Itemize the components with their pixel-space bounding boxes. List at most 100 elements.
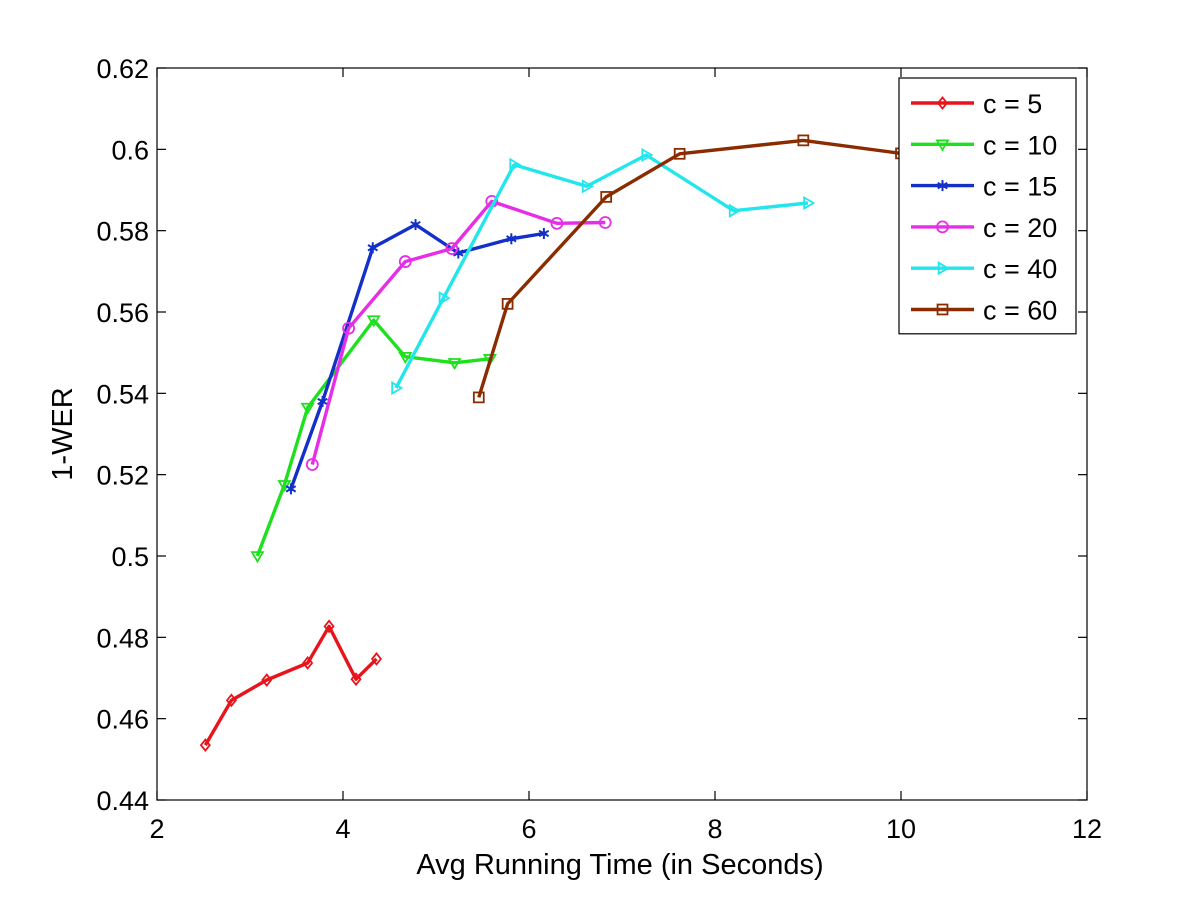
data-point-c-60 xyxy=(797,134,810,147)
series-line-c-10 xyxy=(255,318,491,557)
legend: c = 5 c = 10 c = 15 c = 20 c = 40 c = 60 xyxy=(898,77,1077,335)
series-c-40 xyxy=(391,147,816,396)
y-tick-label: 0.56 xyxy=(96,298,149,328)
data-point-c-5 xyxy=(261,673,273,687)
data-point-c-40 xyxy=(803,195,816,211)
marker-center xyxy=(508,236,514,242)
series-line-c-5 xyxy=(203,624,378,746)
data-point-c-10 xyxy=(398,351,413,365)
legend-label: c = 5 xyxy=(983,89,1042,119)
legend-item-c-5: c = 5 xyxy=(911,89,1042,119)
y-axis-label: 1-WER xyxy=(47,387,79,480)
data-point-c-5 xyxy=(302,656,314,670)
series-line-c-60 xyxy=(477,138,902,398)
legend-item-c-20: c = 20 xyxy=(911,213,1057,243)
data-point-c-5 xyxy=(225,693,237,708)
data-point-c-20 xyxy=(598,216,612,229)
data-point-c-40 xyxy=(581,179,594,194)
legend-swatch-marker xyxy=(936,96,949,110)
plot-area-border xyxy=(156,67,1088,801)
x-tick-label: 6 xyxy=(521,814,536,844)
legend-swatch-marker xyxy=(936,303,949,316)
data-point-c-15 xyxy=(285,483,297,495)
legend-swatch-marker xyxy=(937,180,948,192)
legend-item-c-60: c = 60 xyxy=(911,296,1057,326)
plot-frame xyxy=(156,67,1088,801)
legend-label: c = 60 xyxy=(983,296,1057,326)
series-c-15 xyxy=(285,219,550,495)
marker-center xyxy=(320,398,326,404)
data-point-c-40 xyxy=(509,157,522,172)
legend-label: c = 40 xyxy=(983,254,1057,284)
data-point-c-40 xyxy=(728,203,741,218)
data-point-c-20 xyxy=(445,242,459,255)
marker-center xyxy=(413,222,419,228)
marker-center xyxy=(541,231,547,237)
data-point-c-60 xyxy=(600,191,613,203)
series-c-5 xyxy=(199,619,383,753)
data-point-c-60 xyxy=(472,391,485,404)
data-point-c-20 xyxy=(398,255,412,268)
data-point-c-10 xyxy=(366,315,381,328)
legend-swatch-marker xyxy=(937,261,950,276)
legend-label: c = 20 xyxy=(983,213,1057,243)
data-point-c-15 xyxy=(410,219,421,231)
data-point-c-15 xyxy=(453,247,464,259)
y-tick-label: 0.46 xyxy=(96,705,149,735)
data-point-c-60 xyxy=(673,147,686,160)
series-c-60 xyxy=(472,134,907,404)
y-tick-label: 0.6 xyxy=(111,135,149,165)
legend-item-c-40: c = 40 xyxy=(911,254,1057,284)
data-point-c-10 xyxy=(300,402,315,415)
data-point-c-15 xyxy=(367,242,379,254)
series-c-20 xyxy=(305,194,612,471)
y-tick-label: 0.58 xyxy=(96,217,149,247)
series-c-10 xyxy=(250,315,498,564)
data-point-c-40 xyxy=(438,291,451,306)
data-point-c-10 xyxy=(482,354,498,367)
legend-label: c = 15 xyxy=(983,172,1057,202)
series-line-c-20 xyxy=(310,199,606,465)
marker-center xyxy=(288,486,294,492)
legend-item-c-10: c = 10 xyxy=(911,130,1057,160)
x-tick-label: 8 xyxy=(707,814,722,844)
data-point-c-40 xyxy=(641,147,654,163)
x-tick-label: 4 xyxy=(335,814,350,844)
data-point-c-10 xyxy=(447,358,462,371)
marker-center xyxy=(370,245,376,251)
x-tick-label: 10 xyxy=(886,814,916,844)
legend-label: c = 10 xyxy=(983,130,1057,160)
series-line-c-40 xyxy=(394,153,809,389)
data-point-c-20 xyxy=(342,321,355,335)
x-tick-label: 12 xyxy=(1072,814,1102,844)
data-point-c-20 xyxy=(550,216,564,230)
series-layer xyxy=(199,134,907,753)
data-point-c-10 xyxy=(250,551,265,564)
marker-center xyxy=(940,183,945,189)
y-tick-label: 0.52 xyxy=(96,461,149,491)
data-point-c-5 xyxy=(370,651,383,666)
x-tick-label: 2 xyxy=(149,814,164,844)
x-axis-label: Avg Running Time (in Seconds) xyxy=(416,849,823,881)
y-tick-label: 0.54 xyxy=(96,379,149,409)
data-point-c-60 xyxy=(501,298,514,310)
data-point-c-5 xyxy=(199,738,211,753)
data-point-c-5 xyxy=(350,672,362,687)
y-tick-label: 0.48 xyxy=(96,623,149,653)
y-tick-label: 0.5 xyxy=(111,542,149,572)
data-point-c-40 xyxy=(391,380,404,396)
data-point-c-15 xyxy=(506,233,517,245)
data-point-c-15 xyxy=(317,395,328,407)
axis-ticks: 2 4 6 8 10 12 0.44 0.46 0.48 0.5 0.52 0.54 0.56 0.58 0… xyxy=(96,54,1102,844)
legend-swatch-marker xyxy=(935,139,950,152)
data-point-c-5 xyxy=(323,619,335,634)
data-point-c-20 xyxy=(305,458,319,471)
y-tick-label: 0.62 xyxy=(96,54,149,84)
legend-swatch-marker xyxy=(936,220,949,234)
y-tick-label: 0.44 xyxy=(96,786,149,816)
legend-item-c-15: c = 15 xyxy=(911,172,1057,202)
data-point-c-15 xyxy=(538,228,550,240)
legend-box xyxy=(898,77,1077,335)
